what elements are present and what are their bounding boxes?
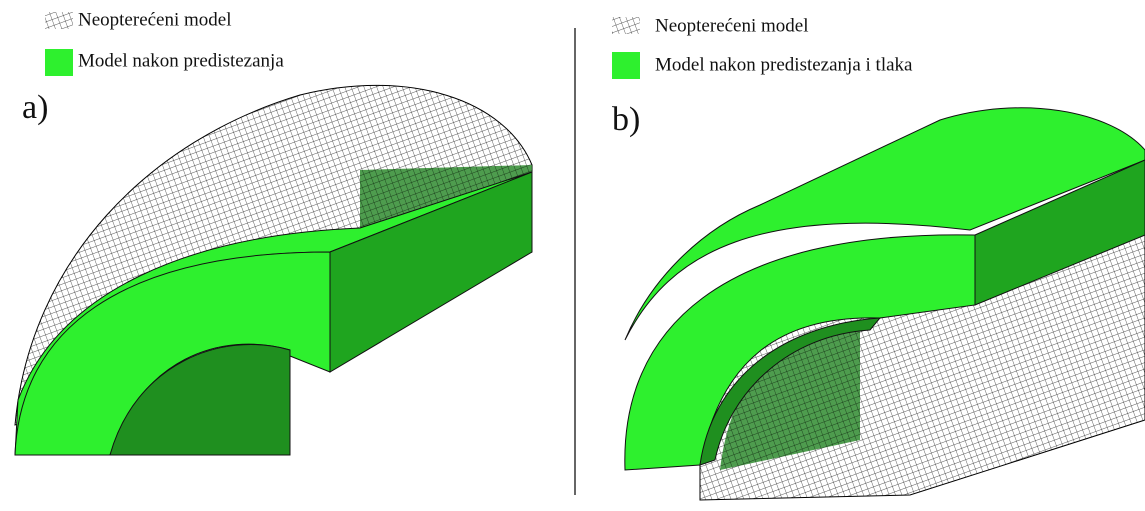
panel-b: Neopterećeni model Model nakon predistez… <box>612 15 1145 500</box>
legend-icon-green <box>612 52 640 79</box>
legend-text: Neopterećeni model <box>655 15 809 36</box>
legend-icon-mesh <box>45 12 73 29</box>
legend-text: Model nakon predistezanja i tlaka <box>655 54 913 75</box>
legend-icon-green <box>45 49 73 76</box>
legend-text: Neopterećeni model <box>78 9 232 30</box>
panel-a: Neopterećeni model Model nakon predistez… <box>15 9 532 455</box>
figure: Neopterećeni model Model nakon predistez… <box>0 0 1145 511</box>
legend-text: Model nakon predistezanja <box>78 50 284 71</box>
panel-label: a) <box>22 89 48 126</box>
panel-label: b) <box>612 101 640 138</box>
legend-icon-mesh <box>612 17 640 34</box>
